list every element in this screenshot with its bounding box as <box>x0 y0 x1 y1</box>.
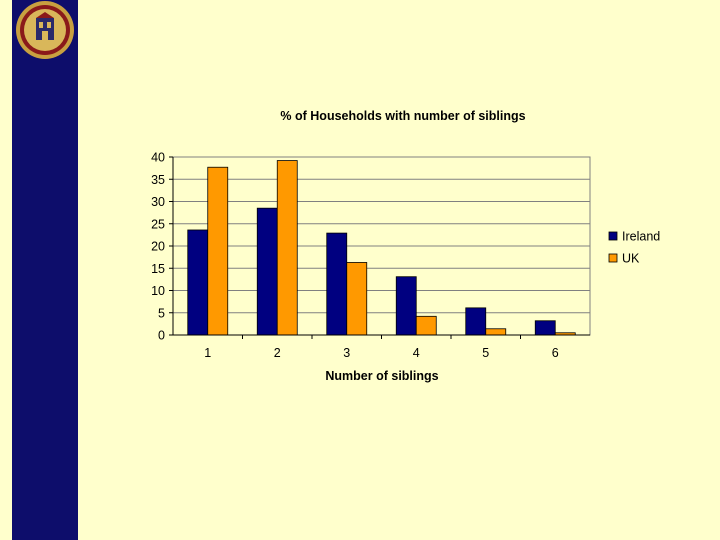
legend-label-uk: UK <box>622 252 640 266</box>
y-tick-label: 10 <box>151 284 165 298</box>
bar-ireland-1 <box>187 229 209 336</box>
bar-uk-4 <box>415 315 437 336</box>
university-seal-icon <box>16 1 74 59</box>
y-tick-label: 0 <box>158 329 165 343</box>
bar-ireland-3 <box>326 232 348 336</box>
y-tick-label: 5 <box>158 306 165 320</box>
y-tick-label: 40 <box>151 151 165 165</box>
bar-uk-3 <box>346 262 368 336</box>
plot-area: 0 5 10 15 20 25 30 35 40 1 2 3 4 5 6 <box>151 151 591 360</box>
legend: Ireland UK <box>600 224 672 270</box>
x-tick-label: 3 <box>343 346 350 360</box>
y-tick-label: 25 <box>151 217 165 231</box>
y-tick-label: 30 <box>151 195 165 209</box>
y-axis-ticks: 0 5 10 15 20 25 30 35 40 <box>151 151 173 343</box>
x-tick-label: 4 <box>413 346 420 360</box>
x-tick-label: 1 <box>204 346 211 360</box>
x-tick-label: 5 <box>482 346 489 360</box>
bar-uk-5 <box>485 328 507 336</box>
bar-ireland-6 <box>534 320 556 336</box>
sidebar-band <box>12 0 78 540</box>
legend-label-ireland: Ireland <box>622 230 660 244</box>
x-axis-ticks: 1 2 3 4 5 6 <box>204 335 559 360</box>
y-tick-label: 15 <box>151 262 165 276</box>
legend-swatch-ireland <box>608 231 618 241</box>
x-tick-label: 2 <box>274 346 281 360</box>
chart-title: % of Households with number of siblings <box>280 109 525 123</box>
x-tick-label: 6 <box>552 346 559 360</box>
bar-ireland-2 <box>256 207 278 336</box>
legend-swatch-uk <box>608 253 618 263</box>
bar-ireland-4 <box>395 276 417 336</box>
x-axis-label: Number of siblings <box>325 369 438 383</box>
y-tick-label: 20 <box>151 240 165 254</box>
y-tick-label: 35 <box>151 173 165 187</box>
bar-uk-2 <box>276 160 298 336</box>
gridlines <box>173 156 590 314</box>
bar-uk-1 <box>207 166 229 336</box>
bar-ireland-5 <box>465 307 487 336</box>
